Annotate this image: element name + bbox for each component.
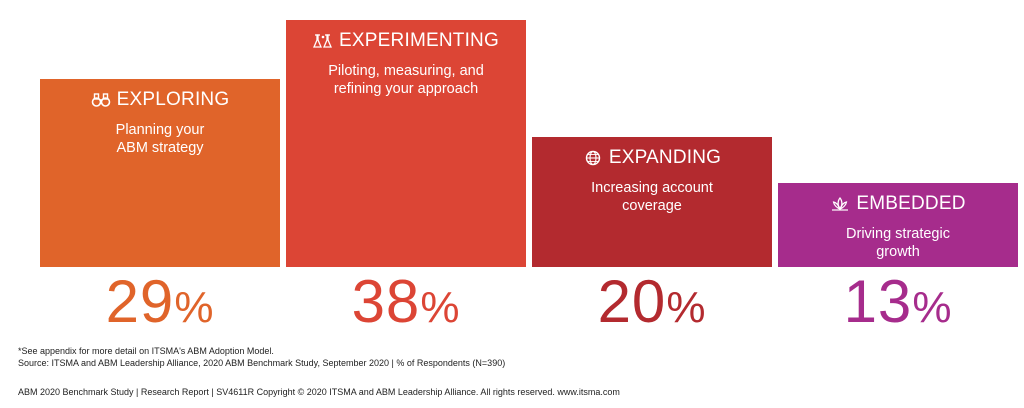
bar-label: EXPANDING xyxy=(608,147,722,168)
bar-heading: EMBEDDED xyxy=(778,193,1018,215)
bar-label: EMBEDDED xyxy=(856,192,966,214)
bar-heading: EXPLORING xyxy=(40,89,280,111)
bar-description-line: Piloting, measuring, and xyxy=(328,63,484,79)
data-label-embedded: 13% xyxy=(778,272,1018,338)
bar-label: EXPLORING xyxy=(116,88,230,110)
percent-value: 38 xyxy=(351,268,421,335)
stage-bar-chart: EXPLORING Planning your ABM strategy 29% EXP… xyxy=(40,20,1018,332)
bar-heading: EXPANDING xyxy=(532,147,772,169)
bar-description-line: Driving strategic xyxy=(846,225,950,242)
chart-notes: *See appendix for more detail on ITSMA's… xyxy=(18,346,505,369)
page-footer: ABM 2020 Benchmark Study | Research Repo… xyxy=(18,387,620,397)
bar-description-line: ABM strategy xyxy=(116,139,204,156)
binoculars-icon xyxy=(91,92,111,108)
bar-description: Increasing account coverage xyxy=(538,179,766,215)
bar-exploring: EXPLORING Planning your ABM strategy xyxy=(40,78,280,267)
percent-sign: % xyxy=(912,283,953,332)
bar-heading: EXPERIMENTING xyxy=(286,30,526,52)
percent-sign: % xyxy=(666,283,707,332)
bar-description: Driving strategic growth xyxy=(784,225,1012,261)
lotus-icon xyxy=(830,196,850,212)
lab-flask-icon xyxy=(313,33,333,49)
bar-experimenting: EXPERIMENTING Piloting, measuring, and ref… xyxy=(286,20,526,267)
percent-value: 13 xyxy=(843,268,913,335)
data-label-experimenting: 38% xyxy=(286,272,526,338)
percent-value: 29 xyxy=(105,268,175,335)
bar-description-line: Increasing account xyxy=(591,180,713,196)
data-label-exploring: 29% xyxy=(40,272,280,338)
bar-embedded: EMBEDDED Driving strategic growth xyxy=(778,182,1018,267)
globe-icon xyxy=(583,150,603,166)
source-note: Source: ITSMA and ABM Leadership Allianc… xyxy=(18,357,506,368)
percent-sign: % xyxy=(420,283,461,332)
bar-description-line: growth xyxy=(876,243,920,260)
percent-sign: % xyxy=(174,283,215,332)
bar-description: Piloting, measuring, and refining your ap… xyxy=(292,62,520,98)
data-label-expanding: 20% xyxy=(532,272,772,338)
appendix-note: *See appendix for more detail on ITSMA's… xyxy=(18,346,274,356)
bar-description-line: coverage xyxy=(622,198,682,214)
bar-description-line: refining your approach xyxy=(333,81,479,97)
bar-description-line: Planning your xyxy=(115,121,205,138)
bar-description: Planning your ABM strategy xyxy=(46,121,274,157)
bar-expanding: EXPANDING Increasing account coverage xyxy=(532,137,772,267)
percent-value: 20 xyxy=(597,268,667,335)
bar-label: EXPERIMENTING xyxy=(339,30,499,51)
